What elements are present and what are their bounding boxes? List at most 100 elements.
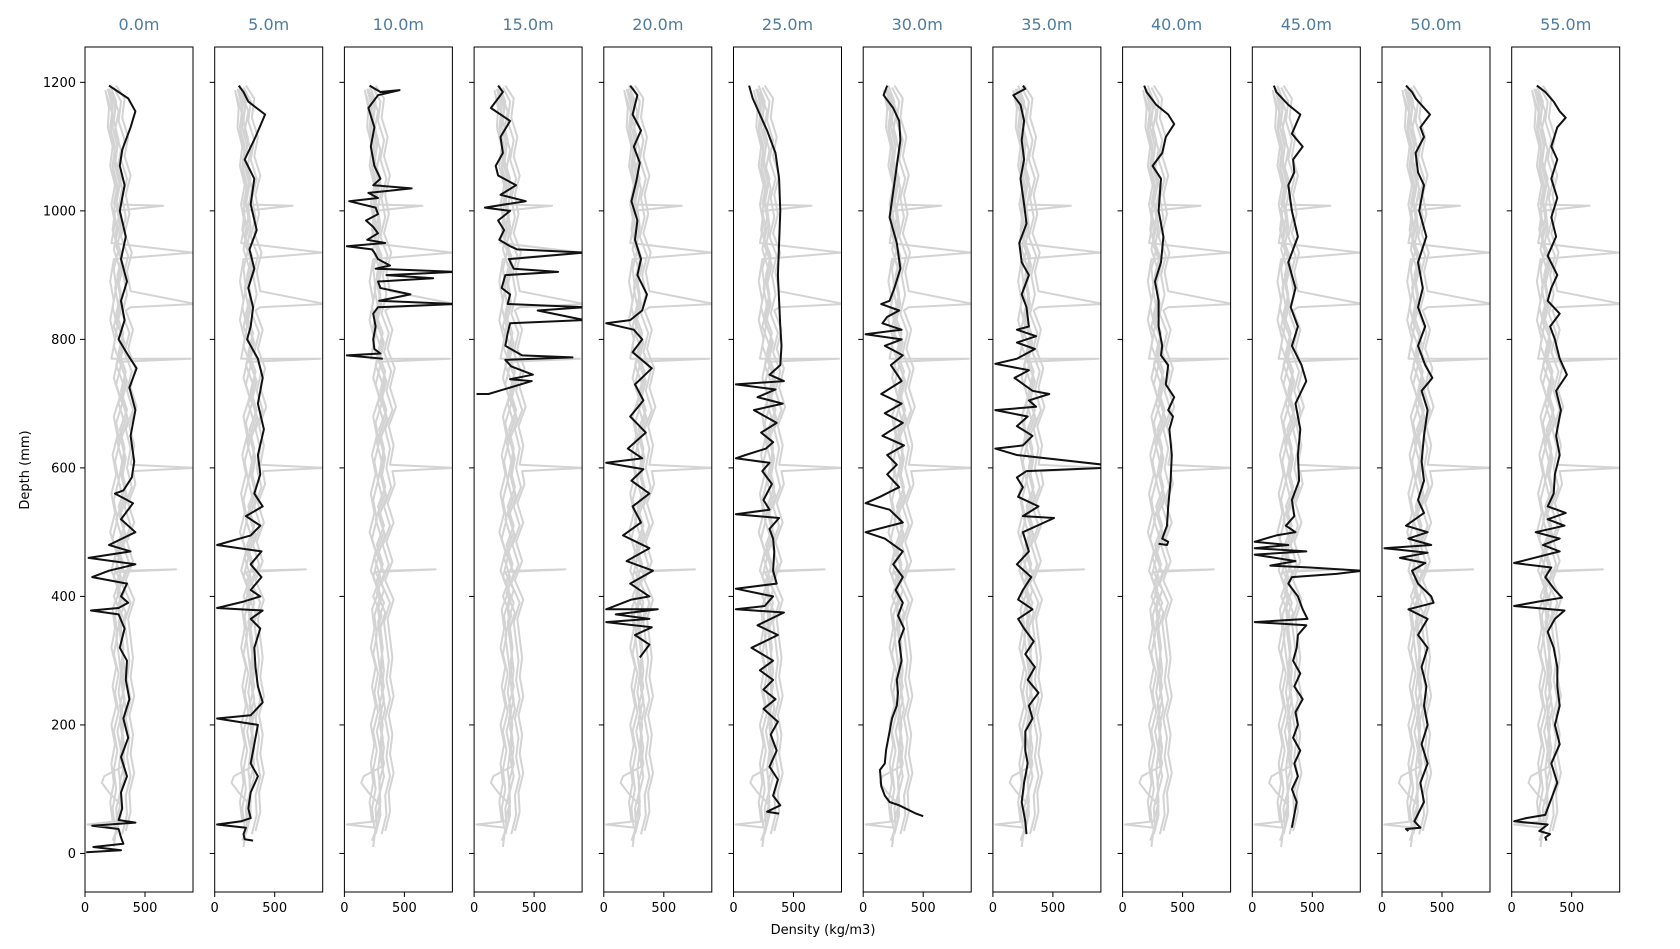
x-tick-label: 500: [911, 901, 936, 916]
panel-title: 35.0m: [1021, 15, 1072, 34]
background-profile-line: [763, 85, 842, 832]
panel-title: 25.0m: [762, 15, 813, 34]
y-axis-label: Depth (mm): [18, 430, 33, 509]
highlighted-profile-line: [1253, 85, 1361, 828]
panel-frame: [343, 46, 453, 893]
background-profile-line: [883, 94, 904, 828]
background-profile-line: [1532, 94, 1553, 828]
background-profile-line: [634, 85, 712, 832]
background-profile-line: [494, 94, 515, 828]
highlighted-profile-line: [734, 85, 785, 815]
background-profile-line: [235, 94, 256, 828]
background-profile-line: [495, 88, 554, 828]
y-tick-label: 200: [51, 718, 76, 733]
highlighted-profile-line: [994, 85, 1101, 835]
background-profile-line: [1150, 87, 1172, 835]
panel-title: 30.0m: [892, 15, 943, 34]
x-tick-label: 500: [1559, 901, 1584, 916]
background-profile-line: [1008, 91, 1038, 841]
panel-frame: [84, 46, 194, 893]
x-tick-label: 0: [211, 901, 219, 916]
background-profile-line: [502, 87, 524, 835]
panel-plot-area: [605, 85, 712, 848]
panel-title: 0.0m: [118, 15, 159, 34]
x-tick-label: 500: [1300, 901, 1325, 916]
panel-title: 20.0m: [632, 15, 683, 34]
background-profile-line: [761, 87, 783, 835]
x-tick-label: 0: [81, 901, 89, 916]
highlighted-profile-line: [216, 85, 267, 842]
highlighted-profile-line: [605, 85, 659, 659]
x-tick-label: 500: [522, 901, 547, 916]
y-tick-label: 0: [68, 847, 76, 862]
background-profile-line: [891, 87, 913, 835]
panel-frame: [1511, 46, 1621, 893]
panel-11: 55.0m 0 500: [1506, 15, 1621, 916]
background-profile-line: [1268, 91, 1297, 841]
background-profile-line: [245, 85, 323, 832]
x-tick-label: 500: [1040, 901, 1065, 916]
panel-6: 30.0m 0 500: [858, 15, 972, 916]
panel-title: 10.0m: [373, 15, 424, 34]
background-profile-line: [1272, 94, 1293, 828]
panel-frame: [473, 46, 583, 893]
background-profile-line: [893, 85, 972, 832]
background-profile-line: [236, 88, 294, 828]
panel-plot-area: [864, 85, 972, 848]
x-tick-label: 500: [651, 901, 676, 916]
y-tick-label: 800: [51, 333, 76, 348]
background-profile-line: [752, 89, 842, 822]
panel-frame: [603, 46, 713, 893]
background-profile-line: [749, 91, 778, 841]
panel-plot-area: [345, 84, 453, 848]
background-profile-line: [374, 85, 453, 832]
panel-plot-area: [1513, 84, 1620, 848]
background-profile-line: [106, 88, 164, 828]
panel-10: 50.0m 0 500: [1377, 15, 1491, 916]
background-profile-line: [1023, 85, 1101, 832]
panel-plot-area: [734, 85, 842, 848]
background-profile-line: [879, 91, 908, 841]
x-tick-label: 0: [1378, 901, 1386, 916]
panel-7: 35.0m 0 500: [987, 15, 1102, 916]
panel-plot-area: [216, 85, 323, 848]
background-profile-line: [363, 89, 453, 822]
background-profile-line: [754, 94, 775, 828]
highlighted-profile-line: [1383, 84, 1435, 832]
background-profile-line: [1282, 85, 1361, 832]
background-profile-line: [112, 87, 134, 835]
panel-plot-area: [1253, 85, 1361, 848]
panel-frame: [862, 46, 972, 893]
panel-frame: [1122, 46, 1232, 893]
y-tick-label: 1200: [43, 76, 76, 91]
highlighted-profile-line: [864, 85, 924, 818]
background-profile-line: [365, 94, 385, 828]
background-profile-line: [1014, 88, 1072, 828]
background-profile-line: [755, 88, 813, 828]
panel-0: 0.0m 0 500 0 200 400 600 800 1000 1200: [43, 15, 194, 916]
background-profile-line: [504, 85, 583, 832]
x-tick-label: 500: [133, 901, 158, 916]
panel-8: 40.0m 0 500: [1117, 15, 1232, 916]
background-profile-line: [1403, 88, 1461, 828]
background-profile-line: [619, 91, 648, 841]
background-profile-line: [1144, 88, 1202, 828]
x-tick-label: 0: [1118, 901, 1126, 916]
y-tick-label: 600: [51, 461, 76, 476]
background-profile-line: [1271, 89, 1361, 822]
panel-frame: [214, 46, 324, 893]
background-profile-line: [1143, 94, 1164, 828]
panel-title: 5.0m: [248, 15, 289, 34]
background-profile-line: [1527, 91, 1556, 841]
background-profile-line: [234, 89, 323, 822]
x-tick-label: 500: [262, 901, 287, 916]
background-profile-line: [623, 89, 712, 822]
highlighted-profile-line: [476, 85, 583, 395]
background-profile-line: [1539, 87, 1561, 835]
background-profile-line: [1142, 89, 1231, 822]
panel-title: 55.0m: [1540, 15, 1591, 34]
panel-frame: [1381, 46, 1491, 893]
panel-title: 50.0m: [1410, 15, 1461, 34]
